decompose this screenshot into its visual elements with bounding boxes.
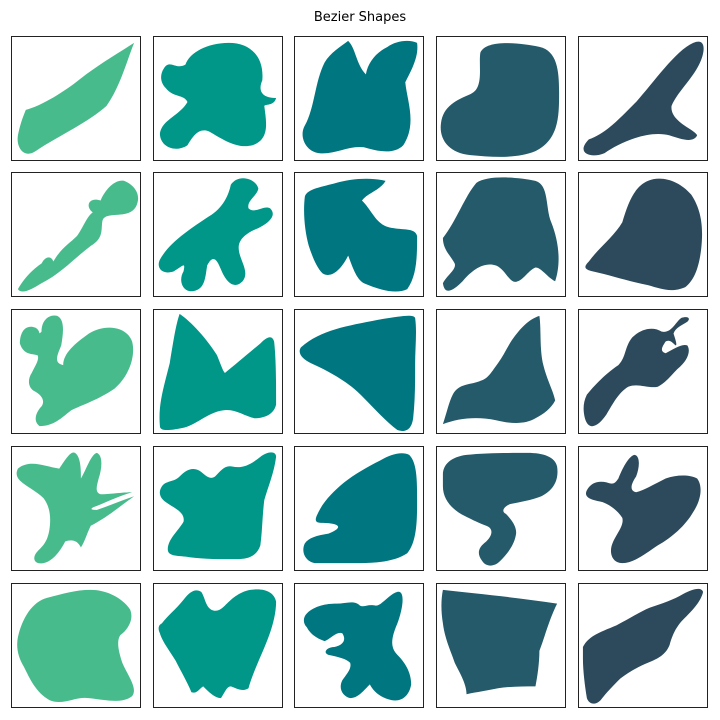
shape-canvas — [303, 453, 418, 564]
bezier-shape-r3-c5 — [583, 317, 689, 427]
shape-panel-r5-c2 — [153, 583, 283, 708]
bezier-shape-r2-c4 — [442, 177, 559, 291]
shape-canvas — [158, 589, 277, 699]
shape-canvas — [159, 452, 277, 560]
shape-panel-r4-c2 — [153, 446, 283, 571]
bezier-shape-r4-c5 — [585, 454, 701, 564]
shape-panel-r5-c3 — [294, 583, 424, 708]
bezier-shape-r5-c2 — [158, 589, 277, 699]
shape-panel-r2-c5 — [578, 172, 708, 297]
shape-panel-r1-c1 — [11, 36, 141, 161]
shape-canvas — [17, 42, 135, 154]
shape-panel-r2-c2 — [153, 172, 283, 297]
shape-panel-r2-c3 — [294, 172, 424, 297]
shape-panel-r4-c5 — [578, 446, 708, 571]
shape-canvas — [19, 315, 134, 427]
shape-panel-r4-c4 — [436, 446, 566, 571]
bezier-shape-r4-c4 — [442, 452, 558, 566]
shape-canvas — [585, 178, 703, 291]
shape-panel-r5-c5 — [578, 583, 708, 708]
bezier-shape-r2-c2 — [158, 178, 273, 292]
bezier-shape-r2-c5 — [585, 178, 703, 291]
bezier-shape-r4-c3 — [303, 453, 418, 564]
shape-canvas — [442, 315, 556, 425]
shape-panel-r4-c1 — [11, 446, 141, 571]
shape-panel-r4-c3 — [294, 446, 424, 571]
shape-panel-r1-c3 — [294, 36, 424, 161]
shape-canvas — [442, 177, 559, 291]
bezier-shape-r3-c3 — [299, 315, 416, 431]
shape-panel-r1-c5 — [578, 36, 708, 161]
shape-panel-r3-c1 — [11, 309, 141, 434]
bezier-shape-r5-c4 — [441, 589, 558, 695]
shape-panel-r2-c1 — [11, 172, 141, 297]
shape-canvas — [303, 591, 412, 701]
shape-canvas — [159, 42, 277, 149]
bezier-shape-r1-c2 — [159, 42, 277, 149]
bezier-shape-r5-c3 — [303, 591, 412, 701]
shape-canvas — [441, 589, 558, 695]
figure-title: Bezier Shapes — [313, 10, 407, 25]
shape-panel-r3-c4 — [436, 309, 566, 434]
shape-canvas — [304, 178, 418, 292]
shape-canvas — [582, 588, 704, 704]
shape-canvas — [442, 452, 558, 566]
shape-panel-r5-c1 — [11, 583, 141, 708]
bezier-shape-r1-c5 — [583, 41, 704, 156]
shape-panel-r3-c2 — [153, 309, 283, 434]
shape-panel-r1-c2 — [153, 36, 283, 161]
bezier-shape-r4-c2 — [159, 452, 277, 560]
bezier-shape-r2-c1 — [17, 180, 139, 292]
shape-canvas — [17, 589, 134, 703]
bezier-shape-r3-c2 — [159, 313, 277, 431]
bezier-shape-r1-c1 — [17, 42, 135, 154]
bezier-shape-r5-c1 — [17, 589, 134, 703]
shape-canvas — [299, 315, 416, 431]
bezier-shape-r3-c4 — [442, 315, 556, 425]
shape-canvas — [583, 317, 689, 427]
bezier-shape-r1-c4 — [440, 43, 560, 157]
bezier-shape-r1-c3 — [302, 40, 418, 154]
shape-canvas — [302, 40, 418, 154]
shape-canvas — [16, 452, 135, 564]
shape-canvas — [440, 43, 560, 157]
shape-panel-r3-c5 — [578, 309, 708, 434]
shape-canvas — [17, 180, 139, 292]
shape-panel-r5-c4 — [436, 583, 566, 708]
bezier-shape-r3-c1 — [19, 315, 134, 427]
shape-panel-r1-c4 — [436, 36, 566, 161]
shape-canvas — [158, 178, 273, 292]
bezier-shape-r5-c5 — [582, 588, 704, 704]
shape-canvas — [585, 454, 701, 564]
shape-panel-r2-c4 — [436, 172, 566, 297]
shape-canvas — [583, 41, 704, 156]
bezier-shape-r2-c3 — [304, 178, 418, 292]
shape-panel-r3-c3 — [294, 309, 424, 434]
shape-canvas — [159, 313, 277, 431]
bezier-shape-r4-c1 — [16, 452, 135, 564]
